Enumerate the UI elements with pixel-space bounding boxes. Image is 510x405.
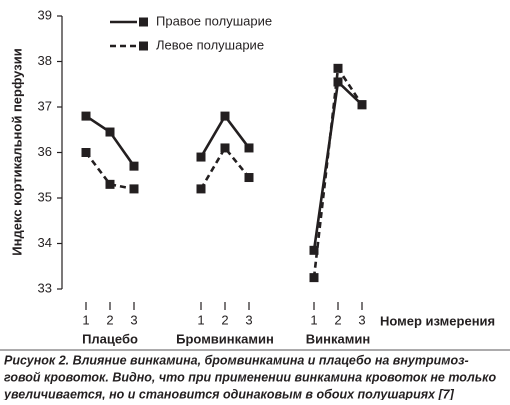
series-line [85, 115, 136, 167]
y-tick-label: 39 [38, 7, 52, 22]
point-marker [333, 77, 343, 87]
point-marker [309, 245, 319, 255]
point-marker [244, 143, 254, 153]
point-marker [196, 184, 206, 194]
x-tick-label: 2 [221, 312, 228, 327]
x-axis-label: Номер измерения [380, 313, 495, 328]
point-marker [105, 127, 115, 137]
point-marker [129, 161, 139, 171]
y-tick-label: 38 [38, 53, 52, 68]
point-marker [309, 273, 319, 283]
point-marker [357, 100, 367, 110]
point-marker [129, 184, 139, 194]
point-marker [220, 111, 230, 121]
point-marker [333, 63, 343, 73]
x-tick-label: 3 [358, 312, 365, 327]
y-tick-label: 36 [38, 144, 52, 159]
group-label: Плацебо [82, 331, 138, 346]
point-marker [196, 152, 206, 162]
y-tick-label: 35 [38, 189, 52, 204]
x-tick-label: 2 [106, 312, 113, 327]
x-tick-label: 2 [334, 312, 341, 327]
legend-marker [139, 41, 148, 51]
point-marker [244, 173, 254, 183]
series-line [312, 64, 364, 278]
x-tick-label: 1 [197, 312, 204, 327]
series-line [84, 151, 135, 191]
point-marker [81, 148, 91, 157]
group-label: Винкамин [306, 331, 370, 346]
x-tick-label: 3 [130, 312, 137, 327]
point-marker [81, 111, 91, 121]
x-tick-label: 1 [82, 312, 89, 327]
legend-marker [139, 17, 148, 27]
y-tick-label: 37 [38, 98, 52, 113]
x-tick-label: 1 [310, 312, 317, 327]
point-marker [220, 143, 230, 153]
series-line [199, 145, 251, 190]
legend-label: Правое полушарие [156, 13, 272, 28]
y-tick-label: 34 [38, 235, 52, 250]
caption-line: говой кровоток. Видно, что при применени… [4, 370, 496, 384]
y-axis-label: Индекс кортикальной перфузии [9, 48, 24, 255]
y-tick-label: 33 [38, 280, 52, 295]
group-label: Бромвинкамин [176, 331, 274, 346]
legend-label: Левое полушарие [156, 37, 264, 52]
point-marker [105, 179, 115, 189]
x-tick-label: 3 [245, 312, 252, 327]
caption-line: Рисунок 2. Влияние винкамина, бромвинкам… [4, 353, 469, 367]
caption-line: увеличивается, но и становится одинаковы… [3, 387, 455, 400]
